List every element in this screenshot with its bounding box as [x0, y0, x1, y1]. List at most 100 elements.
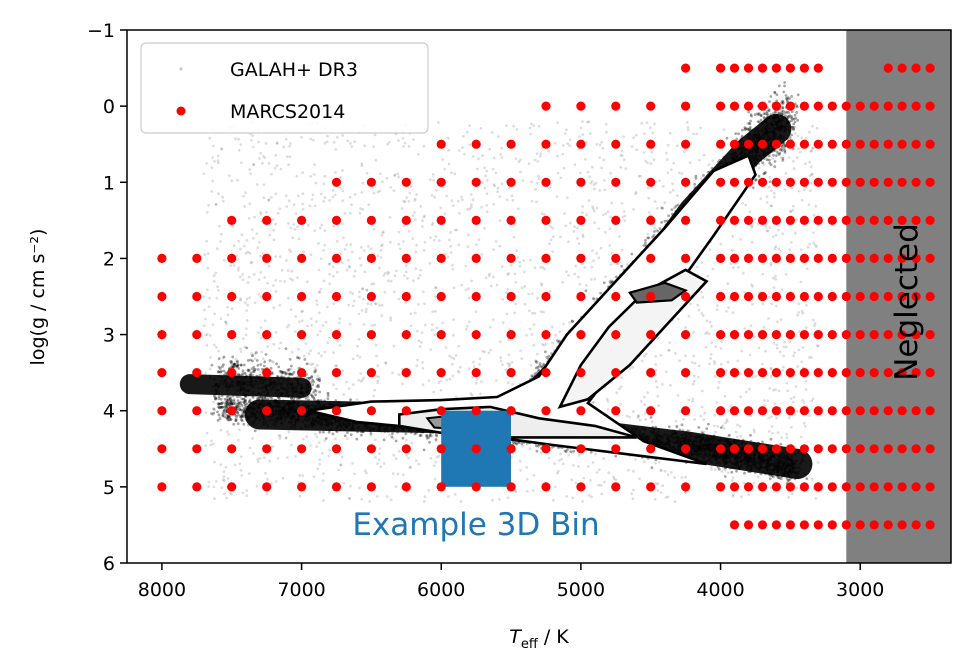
galah-point: [749, 433, 752, 437]
galah-point: [220, 402, 224, 405]
galah-point: [608, 280, 612, 283]
galah-point: [233, 413, 237, 417]
galah-point: [242, 397, 246, 401]
galah-point: [229, 418, 233, 421]
galah-point: [717, 467, 721, 471]
galah-point: [225, 403, 229, 407]
galah-point: [610, 280, 614, 283]
galah-point: [390, 435, 394, 439]
galah-point: [515, 442, 519, 446]
galah-point: [242, 415, 246, 419]
galah-point: [422, 448, 426, 452]
galah-point: [244, 398, 248, 402]
galah-point: [226, 417, 229, 420]
galah-point: [425, 434, 429, 438]
galah-point: [230, 402, 233, 406]
galah-point: [226, 418, 230, 422]
galah-point: [322, 430, 325, 434]
galah-point: [226, 416, 230, 419]
galah-point: [772, 475, 775, 479]
galah-point: [225, 416, 229, 420]
galah-point: [227, 418, 231, 422]
galah-point: [425, 434, 429, 438]
galah-point: [349, 433, 353, 437]
galah-point: [245, 402, 249, 406]
galah-point: [236, 405, 240, 408]
galah-point: [223, 415, 227, 419]
galah-point: [225, 401, 229, 405]
galah-point: [212, 394, 216, 398]
galah-point: [264, 397, 267, 401]
galah-point: [530, 374, 534, 377]
galah-point: [434, 433, 438, 437]
galah-point: [787, 478, 791, 482]
galah-point: [248, 398, 252, 402]
galah-point: [243, 406, 247, 410]
galah-point: [234, 419, 238, 422]
galah-point: [564, 450, 568, 454]
galah-point: [238, 408, 241, 411]
galah-point: [230, 399, 233, 402]
galah-point: [232, 400, 236, 403]
galah-point: [239, 414, 243, 418]
galah-point: [235, 406, 239, 410]
galah-point: [239, 408, 243, 412]
galah-point: [266, 397, 270, 400]
galah-point: [566, 448, 569, 451]
galah-point: [219, 397, 223, 401]
galah-point: [343, 434, 347, 438]
galah-point: [221, 414, 225, 418]
galah-point: [217, 405, 220, 409]
galah-point: [535, 360, 538, 364]
galah-point: [244, 404, 247, 407]
galah-point: [419, 434, 423, 437]
galah-point: [602, 281, 606, 285]
galah-point: [212, 407, 216, 411]
galah-point: [227, 414, 231, 418]
galah-point: [404, 432, 408, 436]
galah-point: [534, 444, 538, 448]
galah-point: [761, 440, 764, 444]
galah-point: [728, 433, 731, 437]
galah-point: [217, 406, 221, 410]
galah-point: [227, 401, 230, 405]
galah-point: [737, 132, 740, 136]
galah-point: [614, 275, 618, 279]
galah-point: [558, 339, 561, 343]
galah-point: [680, 423, 684, 427]
galah-point: [540, 364, 544, 368]
galah-point: [221, 406, 225, 409]
galah-point: [584, 289, 588, 293]
galah-point: [556, 339, 559, 342]
galah-point: [234, 419, 238, 422]
galah-point: [644, 241, 647, 245]
galah-point: [346, 431, 349, 434]
galah-point: [331, 432, 335, 436]
galah-point: [355, 437, 359, 441]
galah-point: [228, 397, 232, 401]
galah-point: [225, 403, 229, 407]
galah-point: [243, 402, 247, 406]
galah-point: [214, 397, 217, 401]
galah-point: [434, 438, 438, 441]
galah-point: [224, 401, 228, 404]
galah-point: [805, 477, 809, 480]
galah-point: [511, 441, 515, 444]
galah-point: [241, 414, 245, 418]
galah-point: [217, 413, 221, 417]
galah-point: [326, 394, 330, 397]
galah-point: [425, 436, 429, 440]
galah-point: [225, 395, 229, 399]
galah-point: [223, 411, 227, 415]
galah-point: [223, 407, 227, 411]
galah-point: [661, 206, 664, 210]
galah-point: [572, 449, 576, 453]
galah-point: [224, 405, 228, 408]
galah-point: [660, 221, 663, 224]
galah-point: [676, 203, 680, 207]
galah-point: [743, 471, 746, 475]
galah-point: [232, 422, 236, 426]
galah-point: [232, 398, 236, 402]
galah-point: [240, 418, 243, 422]
galah-point: [788, 477, 792, 481]
